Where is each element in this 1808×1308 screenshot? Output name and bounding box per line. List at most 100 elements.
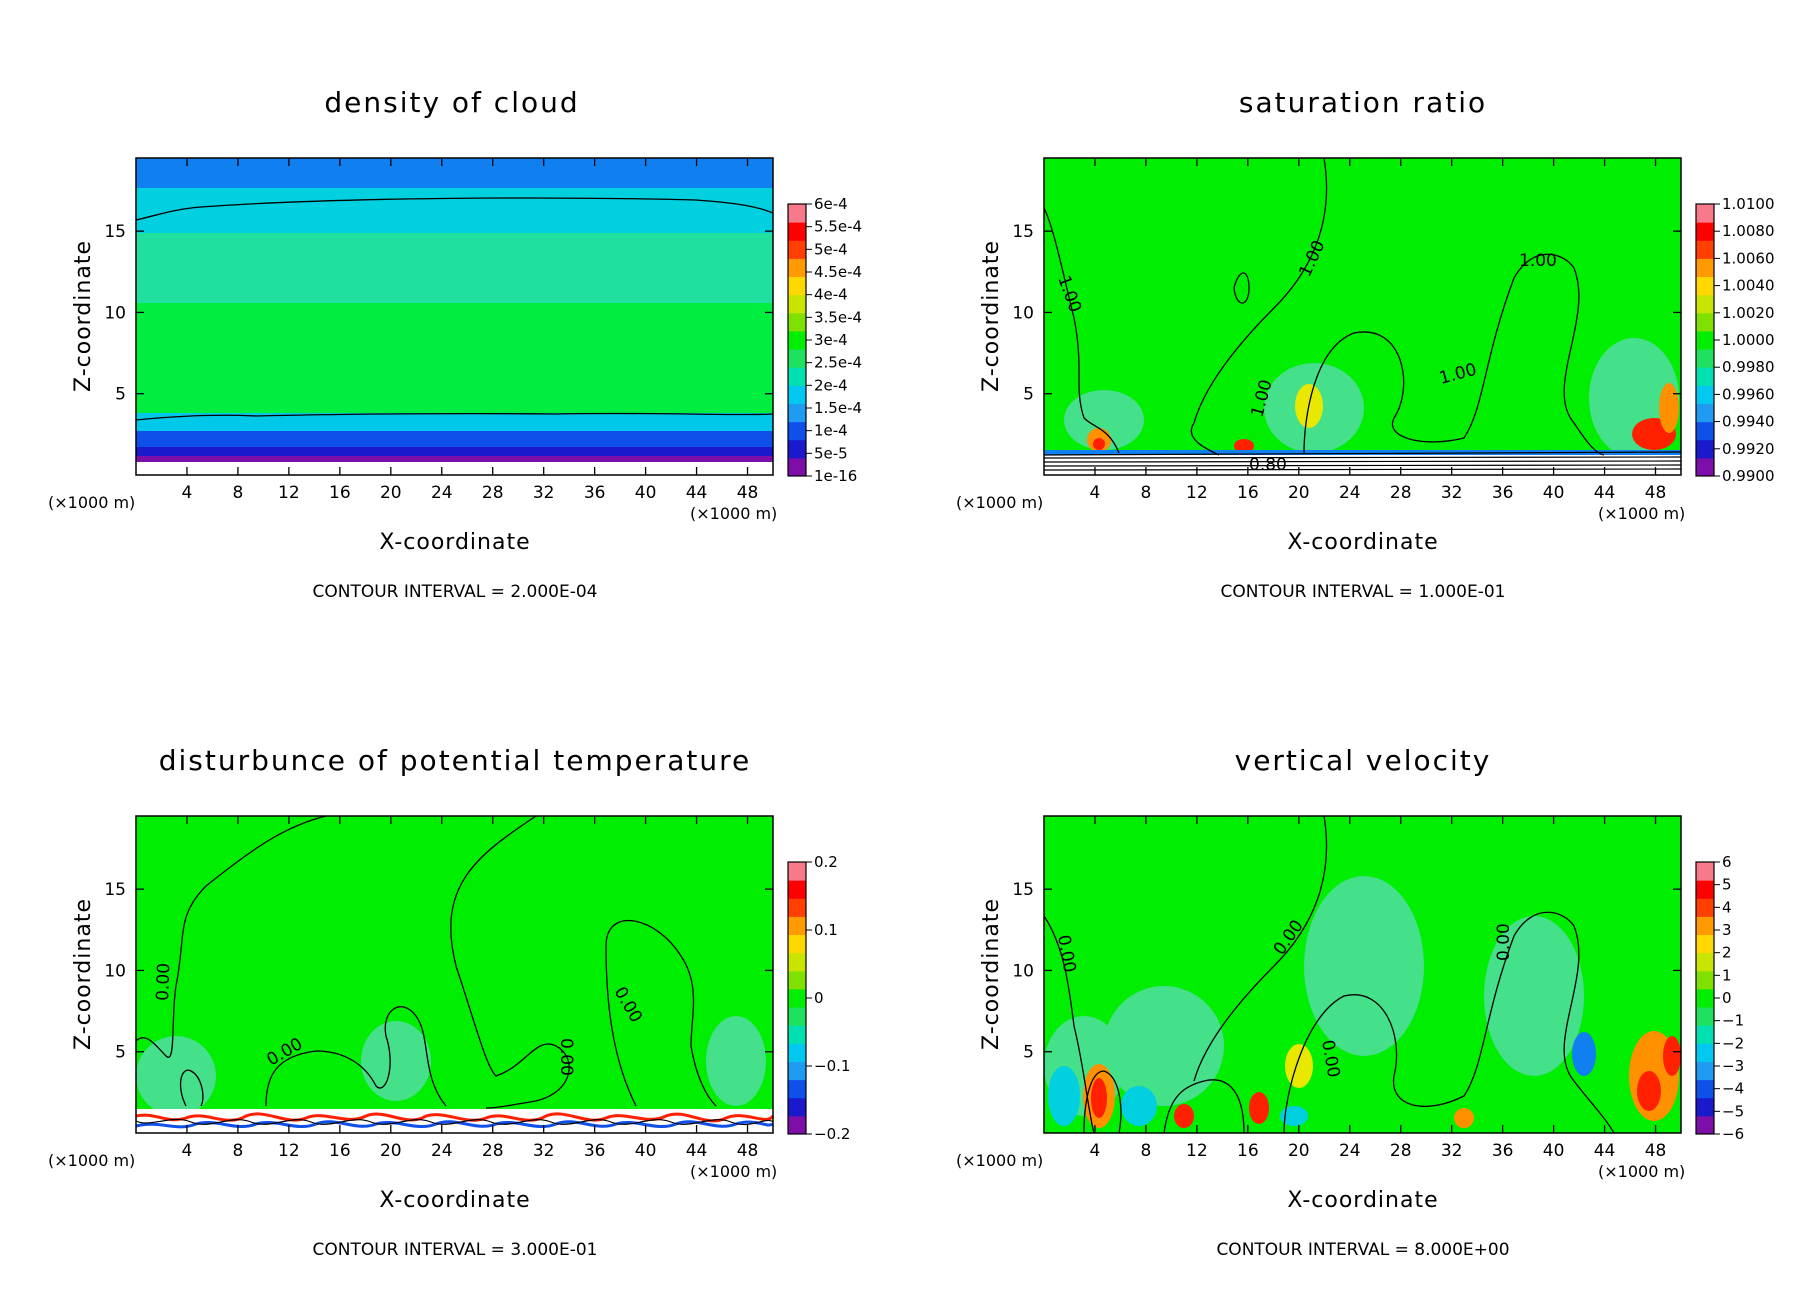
colorbar-label: 1.0100: [1722, 195, 1775, 213]
heatmap-blob: [1484, 916, 1584, 1076]
colorbar-label: 5: [1722, 876, 1732, 894]
x-tick-label: 24: [1339, 1141, 1361, 1161]
x-unit-right: (×1000 m): [690, 1162, 777, 1181]
x-tick-label: 48: [737, 1141, 759, 1161]
colorbar-swatch: [788, 258, 806, 278]
contour-label: 0.00: [153, 963, 174, 1002]
colorbar-label: 1.5e-4: [814, 399, 862, 417]
colorbar-label: 2.5e-4: [814, 354, 862, 372]
colorbar-swatch: [788, 385, 806, 404]
contour-interval: CONTOUR INTERVAL = 3.000E-01: [313, 1240, 598, 1260]
colorbar-swatch: [1696, 258, 1714, 278]
heatmap-hot-blob: [1091, 1078, 1107, 1118]
contour-line: [1043, 456, 1682, 459]
colorbar-label: −6: [1722, 1125, 1744, 1143]
x-tick-label: 28: [482, 1141, 504, 1161]
colorbar-swatch: [1696, 421, 1714, 441]
x-tick-label: 12: [278, 1141, 300, 1161]
colorbar-swatch: [788, 349, 806, 368]
chart-title: saturation ratio: [1239, 86, 1487, 119]
colorbar-swatch: [788, 421, 806, 441]
x-unit-right: (×1000 m): [1598, 504, 1685, 523]
colorbar-label: 3.5e-4: [814, 308, 862, 326]
colorbar-swatch: [788, 1007, 806, 1026]
colorbar-label: 3: [1722, 921, 1732, 939]
x-tick-label: 20: [380, 1141, 402, 1161]
chart-svg: vertical velocity 0.00: [956, 744, 1744, 1260]
x-tick-label: 12: [1186, 483, 1208, 503]
plot-frame: [135, 815, 774, 1134]
colorbar-swatch: [1696, 1043, 1714, 1062]
colorbar-label: 4e-4: [814, 286, 848, 304]
colorbar-label: −3: [1722, 1057, 1744, 1075]
colorbar-swatch: [1696, 970, 1714, 990]
colorbar-label: 2: [1722, 944, 1732, 962]
contour-line: [1083, 1070, 1122, 1134]
x-unit-left: (×1000 m): [48, 493, 135, 512]
heatmap-field: [1044, 158, 1681, 475]
contour-line: [605, 919, 717, 1107]
heatmap-hot-blob: [1659, 383, 1679, 433]
colorbar-label: −4: [1722, 1080, 1744, 1098]
colorbar-swatch: [1696, 439, 1714, 459]
heatmap-blob: [1104, 986, 1224, 1106]
colorbar-swatch: [788, 970, 806, 990]
colorbar-label: −0.2: [814, 1125, 850, 1143]
chart-svg: disturbunce of potential temperature 0.0…: [48, 744, 850, 1260]
colorbar-swatch: [788, 367, 806, 386]
colorbar-label: 1.0020: [1722, 304, 1775, 322]
y-axis-label: Z-coordinate: [979, 898, 1004, 1050]
heatmap-blob: [706, 1016, 766, 1106]
x-tick-label: 40: [635, 483, 657, 503]
x-tick-label: 32: [1441, 483, 1463, 503]
x-tick-label: 28: [1390, 1141, 1412, 1161]
colorbar-label: −0.1: [814, 1057, 850, 1075]
y-tick-label: 5: [115, 385, 126, 405]
x-tick-label: 16: [329, 1141, 351, 1161]
colorbar-label: 0: [814, 989, 824, 1007]
colorbar-swatch: [788, 898, 806, 917]
colorbar-swatch: [788, 952, 806, 972]
y-tick-label: 10: [104, 961, 126, 981]
heatmap-hot-blob: [1454, 1108, 1474, 1128]
x-unit-left: (×1000 m): [956, 493, 1043, 512]
x-tick-label: 48: [737, 483, 759, 503]
colorbar-swatch: [1696, 1025, 1714, 1044]
heatmap-hot-blob: [1249, 1092, 1269, 1124]
y-tick-label: 15: [1012, 222, 1034, 242]
colorbar-swatch: [1696, 403, 1714, 423]
x-tick-label: 24: [431, 1141, 453, 1161]
colorbar-swatch: [788, 1115, 806, 1135]
y-tick-label: 10: [1012, 303, 1034, 323]
plot-area: 0.00 0.00 0.00 0.00: [1043, 815, 1682, 1134]
x-tick-label: 8: [1141, 483, 1152, 503]
heatmap-cold-blob: [1280, 1106, 1308, 1126]
x-tick-label: 20: [1288, 1141, 1310, 1161]
colorbar-swatch: [1696, 1007, 1714, 1026]
colorbar-label: 0.9980: [1722, 358, 1775, 376]
heatmap-cold-blob: [1121, 1086, 1157, 1126]
colorbar-swatch: [788, 276, 806, 296]
panel-vertical-velocity: vertical velocity 0.00: [908, 654, 1808, 1308]
contour-line: [1163, 1079, 1245, 1134]
colorbar-swatch: [788, 240, 806, 259]
colorbar-label: 3e-4: [814, 331, 848, 349]
colorbar-swatch: [1696, 952, 1714, 972]
contour-line: [1043, 915, 1095, 1134]
colorbar-swatch: [788, 457, 806, 477]
colorbar-swatch: [1696, 1061, 1714, 1081]
contour-line: [135, 815, 327, 1058]
x-tick-label: 44: [1594, 483, 1616, 503]
contour-line: [1043, 468, 1682, 471]
contour-interval: CONTOUR INTERVAL = 8.000E+00: [1216, 1240, 1509, 1260]
colorbar-swatch: [788, 862, 806, 881]
x-tick-label: 40: [1543, 483, 1565, 503]
colorbar-swatch: [1696, 222, 1714, 241]
x-tick-label: 16: [329, 483, 351, 503]
colorbar-swatch: [788, 222, 806, 241]
plot-area: [135, 157, 774, 476]
colorbar-swatch: [1696, 276, 1714, 296]
x-tick-label: 28: [1390, 483, 1412, 503]
x-tick-label: 4: [182, 483, 193, 503]
